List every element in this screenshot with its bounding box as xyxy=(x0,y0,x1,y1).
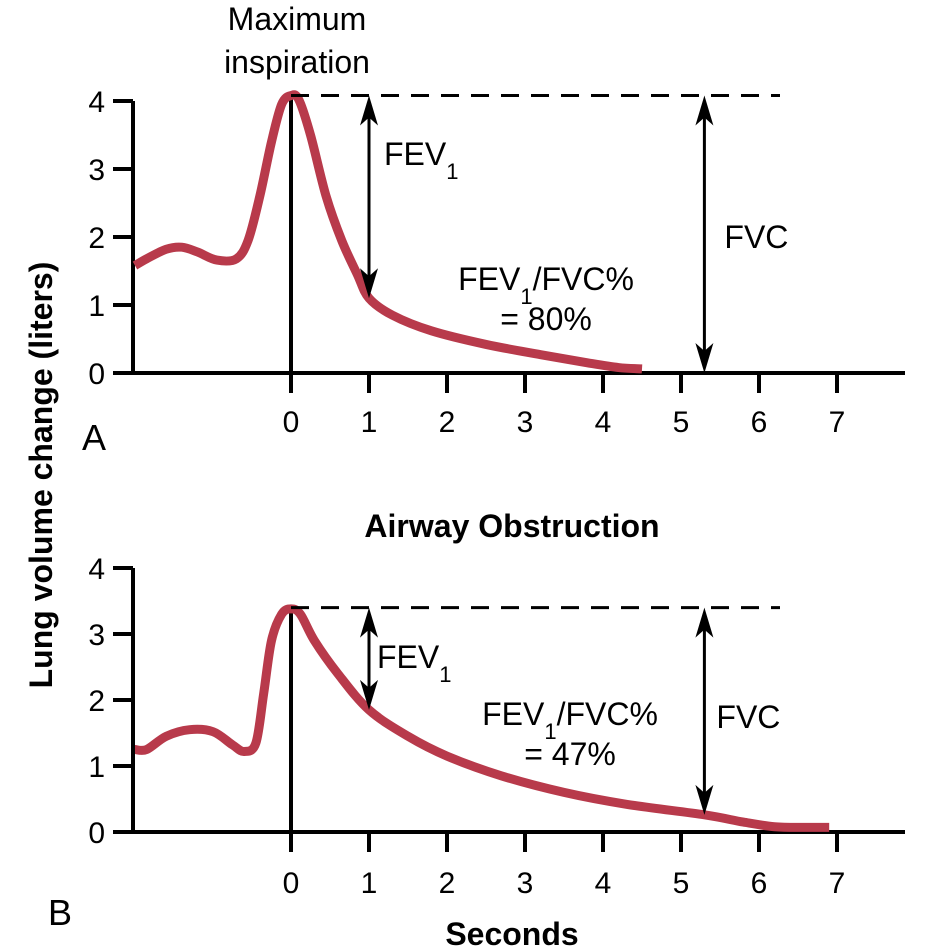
fvc-arrow-arrowhead-up xyxy=(695,607,714,638)
x-axis-label: Seconds xyxy=(445,916,578,950)
fev1-arrow-arrowhead-down xyxy=(360,268,378,299)
fev1-label: FEV1 xyxy=(377,639,451,687)
panel-b-marks xyxy=(134,604,830,832)
y-tick-label: 3 xyxy=(88,154,105,187)
annotation-max-inspiration-line2: inspiration xyxy=(224,44,370,80)
x-tick-label: 4 xyxy=(595,867,612,900)
fev1-arrow-arrowhead-up xyxy=(360,95,378,126)
annotation-max-inspiration-line1: Maximum xyxy=(228,1,367,37)
fev1-subscript: 1 xyxy=(439,662,451,687)
x-tick-label: 3 xyxy=(517,406,534,439)
x-tick-label: 4 xyxy=(595,406,612,439)
x-tick-label: 2 xyxy=(439,867,456,900)
x-tick-label: 6 xyxy=(751,867,768,900)
ratio-subscript: 1 xyxy=(544,719,556,744)
y-axis-label: Lung volume change (liters) xyxy=(23,262,59,689)
fev1-fvc-ratio-value: = 80% xyxy=(500,301,592,337)
ratio-fvc-percent: /FVC% xyxy=(533,261,634,297)
x-tick-label: 6 xyxy=(751,406,768,439)
y-tick-label: 1 xyxy=(88,290,105,323)
x-tick-label: 7 xyxy=(829,867,846,900)
x-tick-label: 3 xyxy=(517,867,534,900)
y-tick-label: 0 xyxy=(88,817,105,850)
y-tick-label: 3 xyxy=(88,619,105,652)
x-tick-label: 2 xyxy=(439,406,456,439)
x-tick-label: 5 xyxy=(673,406,690,439)
panel-label-a: A xyxy=(82,417,106,458)
x-tick-label: 7 xyxy=(829,406,846,439)
y-tick-label: 1 xyxy=(88,751,105,784)
panel-label-b: B xyxy=(48,892,72,933)
y-tick-label: 2 xyxy=(88,222,105,255)
fev1-subscript: 1 xyxy=(446,159,458,184)
ratio-fvc-percent: /FVC% xyxy=(557,696,658,732)
ratio-fev: FEV xyxy=(482,696,545,732)
fev1-fvc-ratio-label: FEV1/FVC% xyxy=(458,261,634,309)
panel-a-ticks: 0 1 2 3 4 0 1 2 3 4 5 6 7 xyxy=(88,86,845,439)
y-tick-label: 0 xyxy=(88,358,105,391)
panel-b-ticks: 0 1 2 3 4 0 1 2 3 4 5 6 7 xyxy=(88,553,845,900)
fvc-arrow-arrowhead-down xyxy=(695,343,714,373)
y-tick-label: 4 xyxy=(88,86,105,119)
ratio-subscript: 1 xyxy=(520,284,532,309)
fvc-label: FVC xyxy=(716,699,780,735)
ratio-fev: FEV xyxy=(458,261,521,297)
fev1-fvc-ratio-label: FEV1/FVC% xyxy=(482,696,658,744)
fev1-arrow-arrowhead-up xyxy=(360,607,378,638)
panel-b: Airway Obstruction B Seconds 0 1 2 3 4 0 1 2 3 4 5… xyxy=(48,508,905,950)
fvc-arrow-arrowhead-up xyxy=(695,95,714,126)
fev1-arrow-arrowhead-down xyxy=(360,679,378,710)
fvc-arrow-arrowhead-down xyxy=(695,784,714,815)
x-tick-label: 0 xyxy=(283,867,300,900)
spirogram-curve xyxy=(132,90,643,374)
x-tick-label: 1 xyxy=(361,867,378,900)
y-tick-label: 4 xyxy=(88,553,105,586)
x-tick-label: 0 xyxy=(283,406,300,439)
spirogram-curve xyxy=(134,604,830,832)
panel-b-title: Airway Obstruction xyxy=(364,508,659,544)
x-tick-label: 1 xyxy=(361,406,378,439)
y-tick-label: 2 xyxy=(88,685,105,718)
panel-a-marks xyxy=(132,90,643,374)
fev1-label: FEV1 xyxy=(384,136,458,184)
fvc-label: FVC xyxy=(724,219,788,255)
fev1-fvc-ratio-value: = 47% xyxy=(524,736,616,772)
x-tick-label: 5 xyxy=(673,867,690,900)
